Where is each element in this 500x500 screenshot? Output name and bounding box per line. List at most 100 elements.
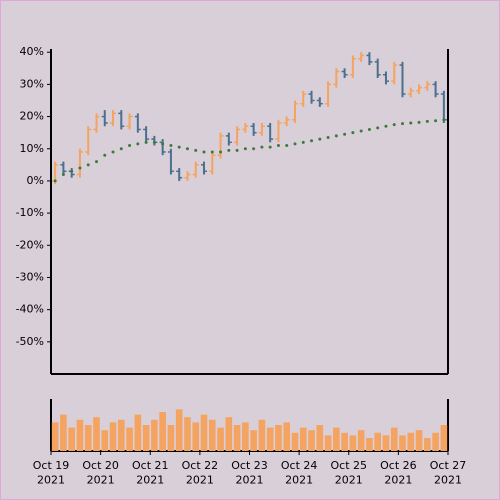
volume-bar <box>233 425 241 451</box>
moving-average-point <box>169 144 173 148</box>
x-tick-label: Oct 20 2021 <box>82 459 119 486</box>
volume-bar <box>51 422 59 451</box>
moving-average-point <box>425 119 429 123</box>
moving-average-point <box>235 148 239 152</box>
moving-average-point <box>343 132 347 136</box>
moving-average-point <box>293 142 297 146</box>
volume-bar <box>159 412 166 451</box>
moving-average-point <box>86 163 90 167</box>
moving-average-point <box>243 147 247 151</box>
moving-average-point <box>61 172 65 176</box>
y-tick-label: 40% <box>20 45 44 58</box>
y-tick-label: -30% <box>16 270 44 283</box>
moving-average-point <box>119 147 123 151</box>
volume-bar <box>76 419 84 451</box>
volume-bar <box>60 414 67 451</box>
moving-average-point <box>70 169 74 173</box>
x-tick-label: Oct 23 2021 <box>231 459 268 486</box>
volume-bar <box>275 425 282 451</box>
moving-average-point <box>351 131 355 135</box>
x-tick-label: Oct 22 2021 <box>182 459 219 486</box>
moving-average-point <box>285 144 289 148</box>
moving-average-point <box>376 126 380 130</box>
moving-average-point <box>177 145 181 149</box>
volume-bar <box>349 435 357 451</box>
volume-bar <box>399 435 406 451</box>
y-tick-label: -20% <box>16 238 44 251</box>
volume-bar <box>68 427 75 451</box>
x-tick-label: Oct 19 2021 <box>33 459 70 486</box>
volume-bar <box>134 414 142 451</box>
moving-average-point <box>392 123 396 127</box>
moving-average-point <box>310 139 314 143</box>
volume-bar <box>184 417 191 451</box>
volume-bar <box>225 417 233 451</box>
moving-average-point <box>318 137 322 141</box>
moving-average-point <box>210 150 214 154</box>
x-tick-label: Oct 21 2021 <box>132 459 169 486</box>
y-tick-label: -50% <box>16 335 44 348</box>
y-tick-label: -40% <box>16 303 44 316</box>
volume-bar <box>258 419 266 451</box>
volume-bar <box>84 425 92 451</box>
moving-average-point <box>260 145 264 149</box>
volume-bar <box>117 419 125 451</box>
moving-average-point <box>268 145 272 149</box>
moving-average-point <box>401 122 405 126</box>
volume-bar <box>250 430 257 451</box>
moving-average-point <box>194 148 198 152</box>
volume-bar <box>316 425 324 451</box>
x-tick-label: Oct 25 2021 <box>330 459 367 486</box>
volume-bar <box>109 422 117 451</box>
moving-average-point <box>227 148 231 152</box>
volume-bar <box>440 425 448 451</box>
volume-bar <box>374 432 382 451</box>
volume-bar <box>93 417 100 451</box>
y-tick-label: 30% <box>20 77 44 90</box>
volume-bar <box>151 419 158 451</box>
volume-bar <box>217 427 224 451</box>
volume-bar <box>101 430 109 451</box>
moving-average-point <box>219 150 223 154</box>
volume-bar <box>407 432 415 451</box>
y-tick-label: -10% <box>16 206 44 219</box>
moving-average-point <box>367 127 371 131</box>
volume-bar <box>266 427 274 451</box>
y-tick-label: 20% <box>20 110 44 123</box>
volume-bar <box>167 425 175 451</box>
moving-average-point <box>417 120 421 124</box>
moving-average-point <box>252 147 256 151</box>
volume-bar <box>341 432 348 451</box>
moving-average-point <box>185 147 189 151</box>
moving-average-point <box>334 134 338 138</box>
moving-average-point <box>136 142 140 146</box>
moving-average-point <box>434 119 438 123</box>
volume-bar <box>390 427 398 451</box>
moving-average-point <box>161 142 165 146</box>
x-tick-label: Oct 26 2021 <box>380 459 417 486</box>
volume-bar <box>382 435 390 451</box>
y-tick-label: 0% <box>27 174 44 187</box>
volume-bar <box>200 414 208 451</box>
volume-bar <box>142 425 150 451</box>
moving-average-point <box>384 124 388 128</box>
volume-bar <box>299 427 307 451</box>
x-tick-label: Oct 24 2021 <box>281 459 318 486</box>
volume-bar <box>357 430 365 451</box>
volume-bar <box>415 430 423 451</box>
volume-bar <box>324 435 332 451</box>
moving-average-point <box>326 135 330 139</box>
moving-average-point <box>202 150 206 154</box>
moving-average-point <box>78 166 82 170</box>
moving-average-point <box>409 121 413 125</box>
volume-bar <box>192 422 200 451</box>
volume-bar <box>291 432 299 451</box>
volume-bar <box>308 430 315 451</box>
volume-bar <box>424 438 431 451</box>
volume-bar <box>366 438 373 451</box>
moving-average-point <box>111 150 115 154</box>
volume-bar <box>126 427 133 451</box>
volume-bar <box>175 409 183 451</box>
moving-average-point <box>53 179 57 183</box>
